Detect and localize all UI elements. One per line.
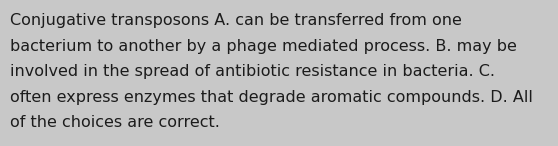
Text: Conjugative transposons A. can be transferred from one: Conjugative transposons A. can be transf… <box>10 13 462 28</box>
Text: involved in the spread of antibiotic resistance in bacteria. C.: involved in the spread of antibiotic res… <box>10 64 495 79</box>
Text: bacterium to another by a phage mediated process. B. may be: bacterium to another by a phage mediated… <box>10 39 517 54</box>
Text: often express enzymes that degrade aromatic compounds. D. All: often express enzymes that degrade aroma… <box>10 90 533 105</box>
Text: of the choices are correct.: of the choices are correct. <box>10 115 220 130</box>
